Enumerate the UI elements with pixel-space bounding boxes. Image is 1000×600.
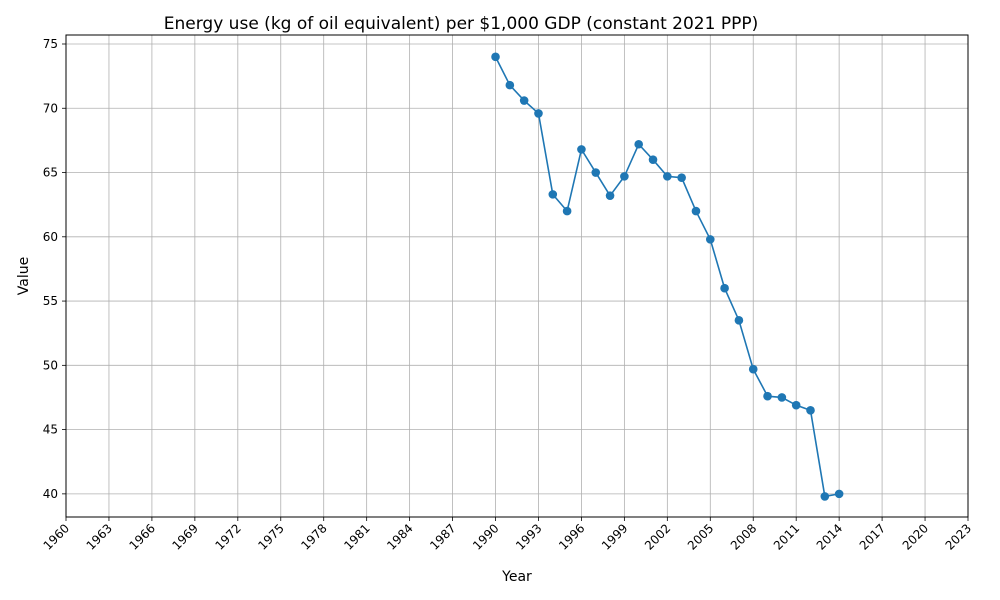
- data-point: [605, 191, 615, 200]
- series-line: [491, 52, 844, 501]
- x-tick-label: 1978: [298, 521, 329, 552]
- data-point: [720, 283, 729, 293]
- data-point: [534, 109, 543, 118]
- data-point: [491, 52, 500, 62]
- data-point: [820, 492, 830, 501]
- x-tick-label: 1993: [513, 521, 544, 552]
- data-point: [591, 168, 601, 177]
- data-point: [806, 406, 815, 415]
- x-tick-label: 1981: [341, 521, 372, 552]
- x-tick-label: 2017: [857, 521, 888, 552]
- plot-area: [65, 34, 969, 518]
- y-tick-label: 75: [43, 37, 58, 51]
- data-point: [648, 155, 658, 164]
- data-point: [577, 145, 586, 154]
- x-tick-label: 2020: [900, 521, 931, 552]
- x-axis: 1960 1963 1966 1969 1972 1975 1978 1981 1984 1987…: [41, 517, 974, 553]
- data-point: [791, 400, 801, 410]
- data-point: [562, 206, 572, 216]
- x-tick-label: 2002: [642, 521, 673, 552]
- data-point: [620, 172, 629, 181]
- x-tick-label: 1972: [212, 521, 243, 552]
- grid: [65, 35, 969, 517]
- x-tick-label: 1960: [41, 521, 72, 552]
- y-tick-label: 65: [43, 166, 58, 180]
- data-point: [519, 96, 529, 105]
- y-tick-label: 45: [43, 423, 58, 437]
- data-point: [677, 173, 686, 182]
- data-point: [734, 316, 744, 325]
- y-axis-label: Value: [16, 257, 32, 295]
- x-tick-label: 2008: [728, 521, 759, 552]
- x-tick-label: 1969: [169, 521, 200, 552]
- x-axis-label: Year: [501, 569, 532, 585]
- y-tick-label: 60: [43, 230, 58, 244]
- data-point: [691, 206, 701, 216]
- y-tick-label: 55: [43, 294, 58, 308]
- data-point: [663, 172, 672, 181]
- x-tick-label: 1975: [255, 521, 286, 552]
- chart-title: Energy use (kg of oil equivalent) per $1…: [164, 14, 758, 34]
- data-point: [763, 391, 772, 401]
- data-point: [634, 139, 643, 149]
- x-tick-label: 2005: [685, 521, 716, 552]
- x-tick-label: 1966: [127, 521, 158, 552]
- x-tick-label: 1987: [427, 521, 458, 552]
- data-point: [548, 190, 558, 199]
- x-tick-label: 1996: [556, 521, 587, 552]
- x-tick-label: 1984: [384, 521, 415, 552]
- x-tick-label: 2014: [814, 521, 845, 552]
- data-point: [748, 364, 758, 374]
- x-tick-label: 1999: [599, 521, 630, 552]
- y-tick-label: 40: [43, 487, 58, 501]
- y-tick-label: 70: [43, 101, 58, 115]
- y-tick-label: 50: [43, 358, 58, 372]
- data-point: [505, 80, 515, 90]
- x-tick-label: 1990: [470, 521, 501, 552]
- x-tick-label: 2011: [771, 521, 802, 552]
- data-point: [705, 235, 715, 244]
- x-tick-label: 2023: [943, 521, 974, 552]
- x-tick-label: 1963: [84, 521, 115, 552]
- y-axis: 40 45 50 55 60 65 70 75: [43, 37, 66, 501]
- data-point: [777, 393, 787, 402]
- data-point: [834, 489, 844, 499]
